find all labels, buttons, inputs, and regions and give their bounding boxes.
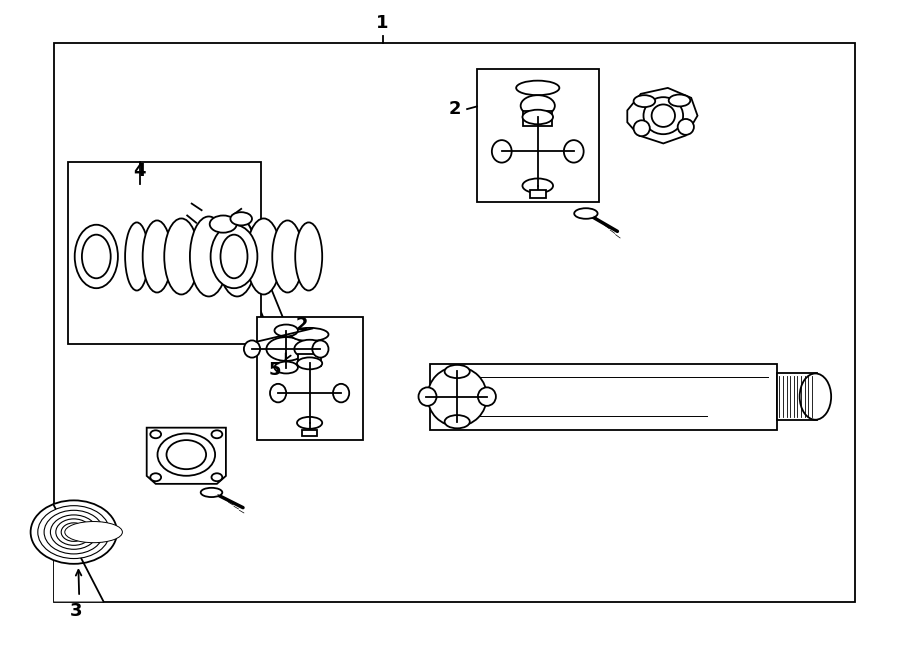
Ellipse shape bbox=[230, 221, 253, 258]
Text: 2: 2 bbox=[295, 316, 308, 334]
Ellipse shape bbox=[82, 235, 111, 278]
Ellipse shape bbox=[38, 506, 110, 559]
Ellipse shape bbox=[574, 208, 598, 219]
Ellipse shape bbox=[201, 488, 222, 497]
Ellipse shape bbox=[220, 235, 248, 278]
Ellipse shape bbox=[669, 95, 690, 106]
Ellipse shape bbox=[75, 225, 118, 288]
Ellipse shape bbox=[150, 473, 161, 481]
Text: 2: 2 bbox=[448, 100, 461, 118]
Ellipse shape bbox=[491, 140, 511, 163]
Ellipse shape bbox=[212, 430, 222, 438]
Bar bbox=[777, 373, 817, 420]
Ellipse shape bbox=[74, 525, 113, 539]
Ellipse shape bbox=[634, 120, 650, 136]
Bar bbox=[302, 430, 317, 436]
Ellipse shape bbox=[44, 510, 104, 554]
Ellipse shape bbox=[445, 415, 470, 428]
Ellipse shape bbox=[295, 222, 322, 291]
Ellipse shape bbox=[266, 337, 306, 361]
Ellipse shape bbox=[83, 528, 104, 536]
Ellipse shape bbox=[297, 358, 322, 369]
Ellipse shape bbox=[274, 362, 298, 373]
Ellipse shape bbox=[634, 95, 655, 107]
Ellipse shape bbox=[247, 218, 281, 295]
Polygon shape bbox=[232, 237, 295, 352]
Ellipse shape bbox=[270, 384, 286, 403]
Polygon shape bbox=[54, 506, 104, 602]
Ellipse shape bbox=[294, 340, 325, 358]
Bar bbox=[54, 43, 855, 602]
Bar bbox=[430, 364, 777, 430]
Polygon shape bbox=[196, 210, 250, 238]
Text: 1: 1 bbox=[376, 14, 389, 32]
Polygon shape bbox=[147, 428, 226, 484]
Ellipse shape bbox=[31, 500, 117, 564]
Ellipse shape bbox=[230, 212, 252, 225]
Bar bbox=[477, 69, 598, 202]
Ellipse shape bbox=[291, 328, 328, 341]
Ellipse shape bbox=[190, 216, 228, 296]
Ellipse shape bbox=[61, 523, 86, 541]
Ellipse shape bbox=[272, 221, 302, 292]
Ellipse shape bbox=[478, 387, 496, 406]
Ellipse shape bbox=[312, 340, 328, 358]
Polygon shape bbox=[627, 88, 698, 143]
Text: 3: 3 bbox=[70, 602, 83, 621]
Ellipse shape bbox=[164, 218, 199, 295]
Ellipse shape bbox=[520, 95, 554, 116]
Bar bbox=[524, 111, 553, 126]
Ellipse shape bbox=[522, 178, 553, 193]
Bar bbox=[256, 317, 363, 440]
Ellipse shape bbox=[445, 365, 470, 378]
Bar bbox=[529, 190, 545, 198]
Ellipse shape bbox=[142, 221, 171, 292]
Ellipse shape bbox=[517, 81, 560, 95]
Ellipse shape bbox=[333, 384, 349, 403]
Bar bbox=[298, 354, 321, 366]
Ellipse shape bbox=[50, 515, 97, 549]
Ellipse shape bbox=[297, 417, 322, 429]
Polygon shape bbox=[78, 523, 108, 541]
Ellipse shape bbox=[428, 367, 487, 426]
Ellipse shape bbox=[644, 97, 683, 134]
Ellipse shape bbox=[522, 110, 553, 124]
Ellipse shape bbox=[56, 519, 92, 545]
Ellipse shape bbox=[125, 222, 148, 291]
Bar bbox=[68, 162, 261, 344]
Ellipse shape bbox=[418, 387, 436, 406]
Ellipse shape bbox=[210, 215, 237, 233]
Ellipse shape bbox=[218, 216, 256, 296]
Ellipse shape bbox=[678, 119, 694, 135]
Ellipse shape bbox=[564, 140, 584, 163]
Ellipse shape bbox=[166, 440, 206, 469]
Ellipse shape bbox=[652, 104, 675, 127]
Ellipse shape bbox=[212, 473, 222, 481]
Ellipse shape bbox=[799, 373, 832, 420]
Ellipse shape bbox=[158, 434, 215, 476]
Ellipse shape bbox=[150, 430, 161, 438]
Ellipse shape bbox=[211, 225, 257, 288]
Ellipse shape bbox=[274, 325, 298, 336]
Text: 5: 5 bbox=[268, 361, 281, 379]
Ellipse shape bbox=[244, 340, 260, 358]
Text: 4: 4 bbox=[133, 161, 146, 180]
Ellipse shape bbox=[65, 522, 122, 543]
